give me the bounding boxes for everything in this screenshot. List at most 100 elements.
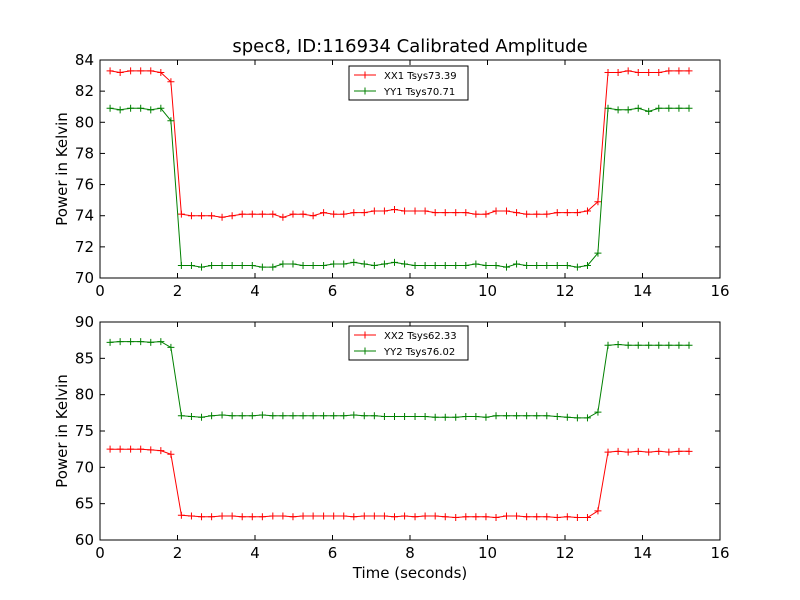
data-point [563, 513, 571, 521]
data-point [258, 263, 266, 271]
data-point [238, 262, 246, 270]
data-point [583, 262, 591, 270]
data-point [279, 213, 287, 221]
data-point [492, 412, 500, 420]
data-point [665, 67, 673, 75]
data-point [523, 210, 531, 218]
data-point [157, 447, 165, 455]
y-tick-label: 90 [75, 313, 94, 331]
data-point [330, 412, 338, 420]
legend: XX2 Tsys62.33 YY2 Tsys76.02 [348, 325, 469, 361]
x-tick-label: 2 [173, 544, 183, 562]
data-point [462, 209, 470, 217]
data-point [299, 412, 307, 420]
data-point [289, 210, 297, 218]
data-point [441, 513, 449, 521]
data-point [380, 512, 388, 520]
data-point [258, 411, 266, 419]
data-point [228, 412, 236, 420]
x-tick-label: 6 [328, 544, 338, 562]
bottom-panel: 0 2 4 6 8 10 12 14 16 60 65 70 75 80 85 90 Power in Kelv… [53, 313, 730, 562]
data-point [127, 104, 135, 112]
data-point [502, 263, 510, 271]
data-point [655, 447, 663, 455]
data-point [482, 262, 490, 270]
x-tick-label: 0 [95, 282, 105, 300]
x-tick-label: 12 [555, 544, 574, 562]
legend-marker [361, 87, 369, 95]
data-point [330, 512, 338, 520]
data-point [411, 412, 419, 420]
data-point [543, 262, 551, 270]
data-point [563, 262, 571, 270]
data-point [106, 338, 114, 346]
data-point [604, 68, 612, 76]
data-point [187, 512, 195, 520]
data-point [624, 341, 632, 349]
data-point [391, 258, 398, 266]
data-point [655, 68, 663, 76]
data-point [248, 513, 256, 521]
data-point [320, 412, 328, 420]
data-point [675, 67, 683, 75]
data-point [573, 513, 581, 521]
data-point [675, 104, 683, 112]
data-point [665, 104, 673, 112]
data-point [187, 412, 195, 420]
legend-marker [361, 331, 369, 339]
y-tick-label: 78 [75, 144, 94, 162]
data-point [513, 260, 521, 268]
x-tick-label: 16 [710, 544, 729, 562]
data-point [289, 513, 297, 521]
data-point [594, 198, 602, 206]
data-point [116, 338, 124, 346]
y-tick-label: 60 [75, 531, 94, 549]
data-point [309, 212, 317, 220]
data-point [116, 68, 124, 76]
data-point [350, 258, 358, 266]
data-point [553, 262, 561, 270]
x-tick-label: 14 [633, 282, 652, 300]
x-tick-label: 0 [95, 544, 105, 562]
data-point [106, 104, 114, 112]
data-point [147, 67, 155, 75]
data-point [583, 207, 591, 215]
data-point [645, 68, 653, 76]
x-tick-label: 4 [250, 544, 260, 562]
data-point [177, 412, 185, 420]
data-point [452, 413, 460, 421]
data-point [421, 512, 429, 520]
data-point [421, 412, 429, 420]
data-point [116, 445, 124, 453]
data-point [421, 207, 429, 215]
data-point [360, 412, 368, 420]
data-point [472, 210, 480, 218]
legend-box [348, 65, 469, 101]
data-point [208, 513, 216, 521]
x-tick-label: 8 [405, 544, 415, 562]
y-tick-label: 85 [75, 349, 94, 367]
data-point [370, 262, 378, 270]
data-point [533, 210, 541, 218]
legend-marker [361, 347, 369, 355]
data-point [137, 67, 145, 75]
data-point [411, 513, 419, 521]
data-point [279, 512, 287, 520]
y-tick-label: 80 [75, 386, 94, 404]
data-point [462, 513, 470, 521]
x-tick-label: 6 [328, 282, 338, 300]
data-point [472, 513, 480, 521]
data-point [116, 106, 124, 114]
data-point [472, 260, 480, 268]
data-point [208, 412, 216, 420]
data-point [553, 412, 561, 420]
data-point [634, 341, 642, 349]
data-point [370, 512, 378, 520]
legend-marker [361, 71, 369, 79]
data-point [583, 513, 591, 521]
data-point [137, 445, 145, 453]
data-point [452, 513, 460, 521]
data-point [523, 513, 531, 521]
data-point [563, 413, 571, 421]
data-point [472, 412, 480, 420]
